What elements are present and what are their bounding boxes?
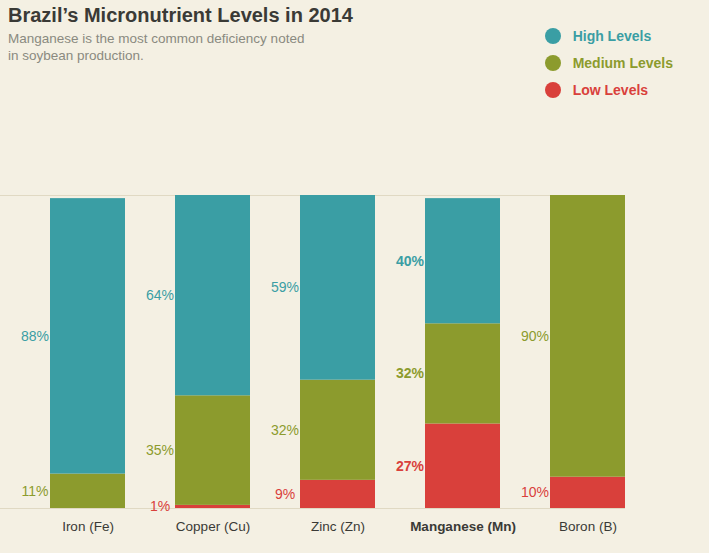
svg-text:10%: 10% [521,484,549,500]
html-text:Manganese is the most common d: Manganese is the most common deficiency … [8,31,305,63]
svg-text:Copper (Cu): Copper (Cu) [176,519,250,534]
html-text:High Levels: High Levels [572,27,652,44]
svg-text:32%: 32% [271,422,299,438]
svg-text:Boron (B): Boron (B) [559,519,617,534]
svg-text:9%: 9% [275,486,295,502]
svg-text:40%: 40% [396,253,425,269]
svg-text:1%: 1% [150,498,170,514]
svg-text:Iron (Fe): Iron (Fe) [62,519,114,534]
svg-text:64%: 64% [146,287,174,303]
svg-text:88%: 88% [21,328,49,344]
html-text:Low Levels: Low Levels [572,81,649,98]
svg-text:35%: 35% [146,442,174,458]
svg-text:32%: 32% [396,365,425,381]
svg-text:Zinc (Zn): Zinc (Zn) [311,519,365,534]
html-text:Brazil’s Micronutrient Levels: Brazil’s Micronutrient Levels in 2014 [8,4,353,26]
svg-text:11%: 11% [22,483,49,499]
svg-text:59%: 59% [271,279,299,295]
svg-text:Manganese (Mn): Manganese (Mn) [410,519,516,534]
html-text:Medium Levels: Medium Levels [572,54,673,71]
svg-text:90%: 90% [521,328,549,344]
svg-text:27%: 27% [396,458,425,474]
